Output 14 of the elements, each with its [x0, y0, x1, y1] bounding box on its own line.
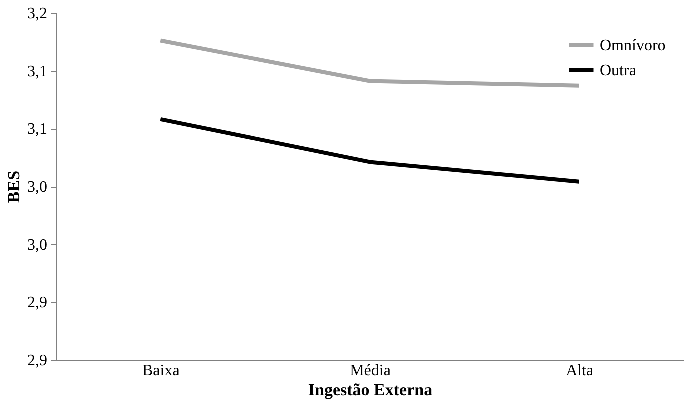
x-tick-label: Baixa: [142, 362, 180, 380]
y-tick-label: 3,0: [28, 179, 48, 196]
y-tick-label: 2,9: [28, 294, 48, 312]
legend-label: Omnívoro: [600, 38, 666, 54]
x-tick-label: Média: [350, 362, 391, 380]
y-tick-label: 3,1: [28, 121, 48, 138]
y-axis-title: BES: [4, 170, 24, 204]
x-axis-title: Ingestão Externa: [308, 380, 434, 400]
y-tick-label: 3,0: [28, 236, 48, 254]
legend-label: Outra: [600, 62, 636, 80]
y-tick-label: 2,9: [28, 352, 48, 370]
y-tick-label: 3,2: [28, 6, 48, 22]
x-tick-label: Alta: [566, 362, 594, 380]
y-tick-label: 3,1: [28, 63, 48, 80]
